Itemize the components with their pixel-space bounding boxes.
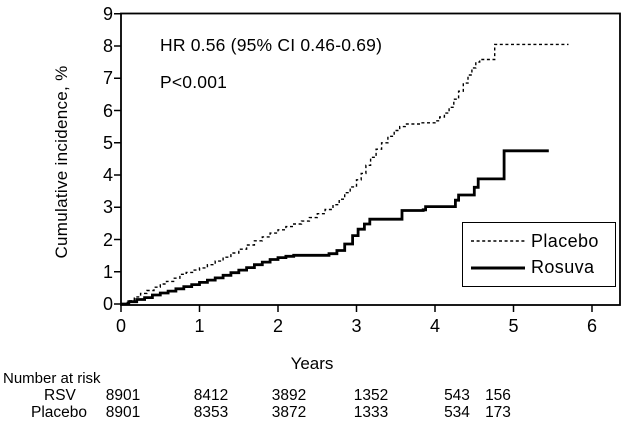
risk-value: 8412 (193, 387, 229, 404)
y-tick-label: 7 (102, 68, 113, 89)
risk-value: 1333 (353, 404, 389, 421)
x-tick-label: 4 (429, 316, 440, 336)
risk-value: 173 (485, 404, 511, 421)
x-axis-title: Years (290, 354, 334, 373)
risk-row-label: RSV (44, 387, 76, 404)
risk-value: 534 (444, 404, 470, 421)
risk-value: 156 (485, 387, 511, 404)
risk-value: 3872 (271, 404, 307, 421)
risk-value: 8353 (193, 404, 229, 421)
y-tick-label: 8 (102, 36, 113, 56)
y-tick-label: 0 (102, 294, 113, 314)
x-tick-label: 5 (508, 316, 519, 336)
y-tick-label: 2 (102, 229, 113, 250)
y-tick-label: 6 (102, 100, 113, 121)
x-tick-label: 3 (351, 316, 362, 336)
y-tick-label: 3 (102, 197, 113, 218)
legend-label-rosuva: Rosuva (531, 257, 595, 278)
hr-annotation: HR 0.56 (95% CI 0.46-0.69) (160, 35, 383, 55)
risk-value: 543 (444, 387, 470, 404)
y-tick-label: 9 (102, 3, 113, 24)
legend: Placebo Rosuva (462, 222, 616, 287)
x-tick-label: 0 (115, 316, 126, 336)
legend-item-rosuva: Rosuva (470, 257, 609, 278)
risk-value: 8901 (105, 387, 141, 404)
y-tick-label: 1 (102, 261, 113, 282)
risk-table-header: Number at risk (3, 370, 101, 387)
legend-line-rosuva-icon (471, 266, 525, 270)
risk-value: 1352 (353, 387, 389, 404)
legend-line-placebo-icon (471, 240, 525, 242)
plot-border (120, 12, 621, 306)
x-tick-label: 6 (586, 316, 597, 336)
series-rosuva (121, 149, 549, 306)
x-tick-label: 1 (194, 316, 205, 336)
legend-label-placebo: Placebo (531, 230, 599, 251)
risk-row-label: Placebo (31, 404, 88, 421)
legend-item-placebo: Placebo (470, 231, 609, 252)
risk-value: 3892 (271, 387, 307, 404)
x-tick-label: 2 (272, 316, 283, 336)
y-tick-label: 4 (102, 165, 113, 185)
y-axis-title: Cumulative incidence, % (52, 65, 71, 259)
y-tick-label: 5 (102, 132, 113, 153)
series-placebo (121, 43, 569, 305)
risk-value: 8901 (105, 404, 141, 421)
pvalue-annotation: P<0.001 (160, 72, 228, 92)
